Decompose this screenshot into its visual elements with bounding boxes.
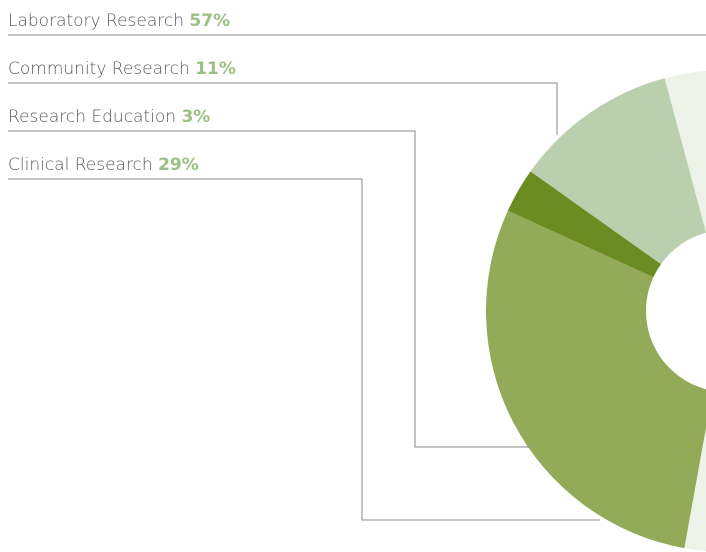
- legend-label: Clinical Research 29%: [8, 155, 199, 175]
- category: Laboratory Research: [8, 11, 184, 31]
- legend-label: Community Research 11%: [8, 59, 236, 79]
- wedge: [530, 78, 706, 265]
- leader-line: [8, 82, 558, 135]
- category: Community Research: [8, 59, 190, 79]
- category: Research Education: [8, 107, 176, 127]
- wedge: [507, 171, 661, 278]
- legend-label: Laboratory Research 57%: [8, 11, 230, 31]
- category: Clinical Research: [8, 155, 153, 175]
- wedge: [664, 70, 706, 552]
- value-label: 11%: [195, 59, 236, 79]
- value-label: 29%: [158, 155, 199, 175]
- wedge: [485, 210, 706, 549]
- donut: [485, 70, 706, 552]
- value-label: 57%: [189, 11, 230, 31]
- leader-line: [8, 130, 530, 448]
- legend-label: Research Education 3%: [8, 107, 210, 127]
- value-label: 3%: [181, 107, 210, 127]
- leader-line: [8, 178, 600, 521]
